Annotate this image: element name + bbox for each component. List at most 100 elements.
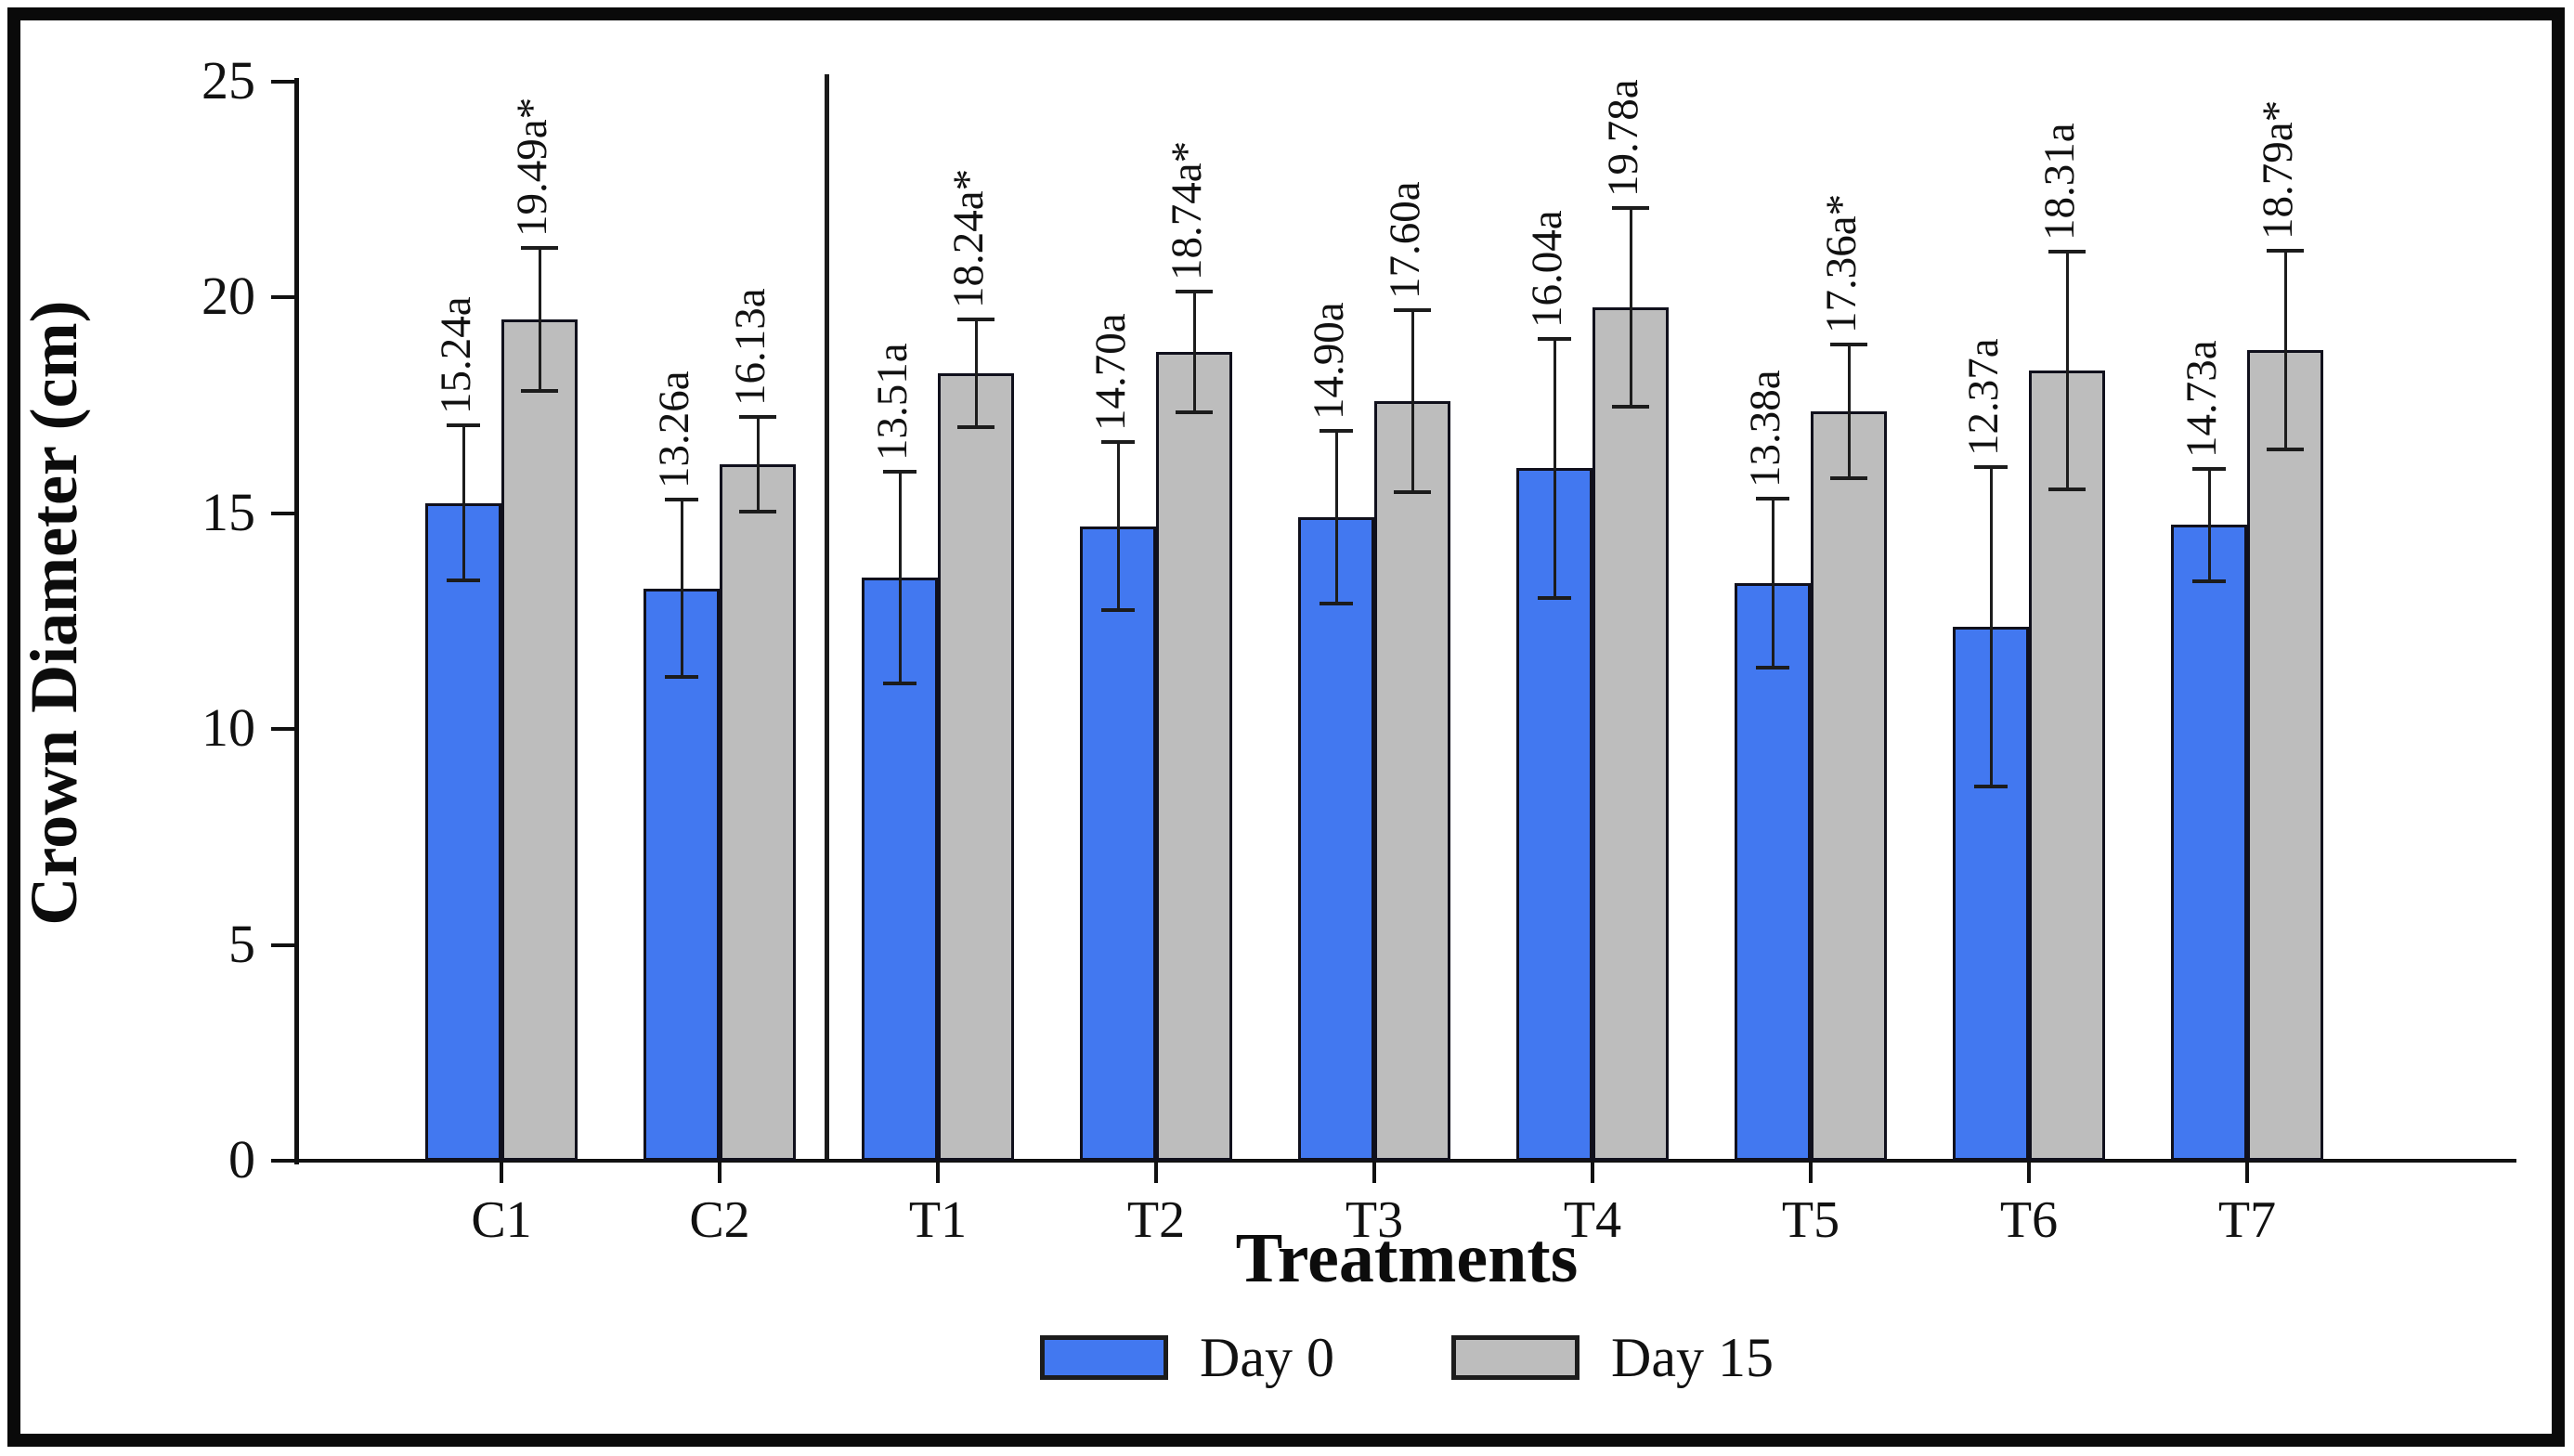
x-category-label-T4: T4 — [1563, 1191, 1622, 1249]
figure-border — [7, 7, 2565, 1447]
bar-day15-T4 — [1592, 306, 1669, 1161]
error-bar-T7-s0 — [2207, 468, 2211, 581]
error-cap-top-T3-s0 — [1320, 429, 1353, 434]
error-cap-bottom-T7-s0 — [2192, 578, 2226, 583]
legend-label-day15: Day 15 — [1611, 1327, 1774, 1388]
y-tick-25 — [271, 80, 295, 84]
error-cap-top-T7-s1 — [2267, 248, 2304, 253]
error-cap-bottom-T2-s1 — [1176, 410, 1213, 415]
error-cap-top-C1-s1 — [521, 246, 558, 251]
error-bar-T6-s1 — [2065, 252, 2069, 489]
bar-value-label-text: 13.26a — [650, 370, 698, 489]
error-cap-top-T7-s0 — [2192, 466, 2226, 471]
x-category-label-T7: T7 — [2217, 1191, 2277, 1249]
bar-day15-C2 — [720, 464, 796, 1161]
error-cap-bottom-C2-s1 — [739, 510, 776, 514]
legend-item-day15: Day 15 — [1451, 1330, 1774, 1385]
error-cap-bottom-T1-s1 — [957, 425, 994, 430]
bar-day15-T3 — [1374, 400, 1450, 1161]
x-category-label-C2: C2 — [689, 1191, 750, 1249]
bar-day15-T6 — [2029, 370, 2105, 1161]
error-cap-bottom-T6-s1 — [2048, 487, 2086, 491]
bar-day0-T5 — [1735, 583, 1811, 1161]
error-bar-C1-s1 — [538, 248, 541, 391]
x-category-label-C1: C1 — [471, 1191, 532, 1249]
bar-value-label-text: 17.36a* — [1817, 193, 1866, 334]
error-cap-bottom-T1-s0 — [883, 681, 916, 685]
error-cap-top-C2-s1 — [739, 415, 776, 420]
bar-value-label-text: 19.78a — [1599, 79, 1647, 197]
error-bar-T6-s0 — [1989, 467, 1993, 786]
x-tick-T2 — [1154, 1163, 1158, 1183]
x-tick-T7 — [2245, 1163, 2249, 1183]
x-tick-C2 — [718, 1163, 722, 1183]
error-bar-C2-s1 — [756, 417, 760, 513]
error-cap-top-C1-s0 — [447, 422, 480, 427]
error-bar-T2-s1 — [1192, 291, 1196, 413]
bar-value-label-text: 16.04a — [1523, 210, 1571, 329]
bar-value-label-text: 13.51a — [868, 343, 916, 462]
error-cap-top-T1-s0 — [883, 470, 916, 474]
error-cap-bottom-C2-s0 — [665, 674, 698, 679]
bar-day15-C1 — [501, 319, 578, 1161]
bar-day0-C2 — [644, 588, 720, 1161]
x-tick-T6 — [2027, 1163, 2031, 1183]
y-tick-label-0: 0 — [228, 1129, 255, 1190]
bar-value-label-text: 18.79a* — [2254, 99, 2302, 240]
error-cap-top-T4-s1 — [1612, 205, 1649, 210]
x-tick-C1 — [500, 1163, 503, 1183]
error-cap-top-T4-s0 — [1538, 337, 1571, 342]
x-tick-T4 — [1591, 1163, 1594, 1183]
y-tick-0 — [271, 1159, 295, 1163]
y-tick-label-10: 10 — [202, 697, 255, 759]
bar-day0-T2 — [1080, 526, 1156, 1161]
legend-swatch-day15 — [1451, 1335, 1580, 1380]
error-cap-bottom-T3-s1 — [1394, 489, 1431, 494]
bar-value-label-text: 18.24a* — [944, 168, 993, 309]
y-tick-label-20: 20 — [202, 266, 255, 327]
error-cap-top-T3-s1 — [1394, 308, 1431, 313]
error-cap-bottom-T2-s0 — [1101, 608, 1135, 613]
x-axis-title: Treatments — [1235, 1219, 1579, 1297]
error-cap-bottom-T4-s0 — [1538, 595, 1571, 600]
error-cap-bottom-T3-s0 — [1320, 602, 1353, 606]
error-cap-top-T1-s1 — [957, 318, 994, 322]
bar-day0-T3 — [1298, 517, 1374, 1161]
error-bar-T2-s0 — [1116, 442, 1120, 611]
error-cap-bottom-T6-s0 — [1974, 785, 2008, 789]
error-cap-bottom-C1-s1 — [521, 388, 558, 393]
error-cap-bottom-T5-s1 — [1830, 476, 1867, 481]
x-tick-T5 — [1809, 1163, 1813, 1183]
error-cap-bottom-T5-s0 — [1756, 665, 1789, 670]
error-cap-top-T6-s0 — [1974, 465, 2008, 470]
error-cap-top-T5-s0 — [1756, 497, 1789, 501]
error-bar-T5-s1 — [1847, 344, 1851, 479]
error-cap-top-T5-s1 — [1830, 343, 1867, 347]
bar-day15-T2 — [1156, 351, 1232, 1161]
bar-day15-T5 — [1811, 411, 1887, 1161]
y-tick-label-5: 5 — [228, 913, 255, 974]
legend-item-day0: Day 0 — [1040, 1330, 1334, 1385]
error-bar-T1-s0 — [898, 472, 902, 683]
error-cap-top-T6-s1 — [2048, 250, 2086, 254]
y-tick-10 — [271, 727, 295, 732]
control-treatment-divider-line — [825, 74, 829, 1159]
x-tick-T1 — [936, 1163, 940, 1183]
x-tick-T3 — [1372, 1163, 1376, 1183]
y-tick-label-25: 25 — [202, 50, 255, 110]
bar-value-label-text: 15.24a — [432, 296, 480, 414]
error-cap-top-T2-s0 — [1101, 440, 1135, 445]
x-category-label-T5: T5 — [1781, 1191, 1840, 1249]
legend: Day 0 Day 15 — [297, 1330, 2516, 1385]
bar-value-label-text: 14.90a — [1305, 302, 1353, 421]
bar-value-label-text: 12.37a — [1959, 338, 2008, 457]
y-axis-title: Crown Diameter (cm) — [9, 0, 98, 1263]
error-cap-top-T2-s1 — [1176, 289, 1213, 293]
x-category-label-T6: T6 — [1999, 1191, 2059, 1249]
error-cap-bottom-T7-s1 — [2267, 447, 2304, 451]
y-tick-5 — [271, 942, 295, 947]
bar-value-label-text: 13.38a — [1741, 370, 1789, 488]
x-category-label-T3: T3 — [1345, 1191, 1404, 1249]
bar-value-label-text: 17.60a — [1381, 181, 1429, 300]
